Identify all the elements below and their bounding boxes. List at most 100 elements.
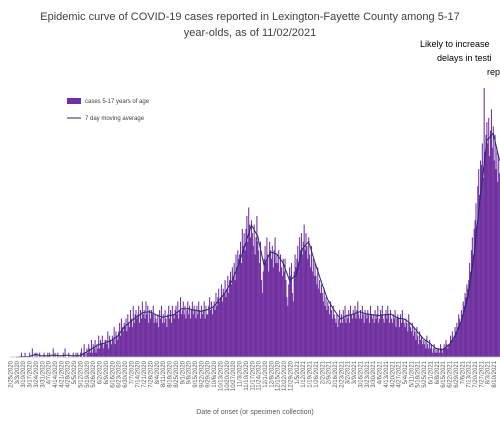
bar <box>103 344 105 357</box>
x-tick-label: 7/7/2020 <box>129 360 135 384</box>
bar <box>147 305 149 357</box>
bar <box>122 331 124 357</box>
bar <box>320 284 322 357</box>
bar <box>238 258 240 357</box>
bar <box>142 314 144 357</box>
bar <box>139 322 141 357</box>
bar <box>399 327 401 357</box>
bar <box>168 305 170 357</box>
bar <box>43 352 45 357</box>
bar <box>351 318 353 357</box>
bar <box>270 250 272 357</box>
bar <box>442 348 444 357</box>
bar <box>285 280 287 357</box>
bar <box>331 318 333 357</box>
bar <box>183 314 185 357</box>
bar <box>31 348 33 357</box>
bar <box>97 348 99 357</box>
bar <box>266 237 268 357</box>
bar <box>280 267 282 357</box>
bar <box>469 263 471 357</box>
bar <box>487 143 489 357</box>
bar <box>170 310 172 357</box>
bar <box>200 318 202 357</box>
bar <box>364 310 366 357</box>
bar <box>250 220 252 357</box>
bar <box>481 143 483 357</box>
bar <box>452 339 454 357</box>
bar <box>417 335 419 357</box>
bar <box>329 314 331 357</box>
bar <box>242 245 244 357</box>
bar <box>407 331 409 357</box>
bar <box>434 352 436 357</box>
bar <box>349 322 351 357</box>
x-tick-label: 7/13/2021 <box>467 360 473 387</box>
bar <box>223 292 225 357</box>
x-tick-label: 1/26/2021 <box>314 360 320 387</box>
x-tick-label: 6/9/2020 <box>104 360 110 384</box>
bar <box>96 344 98 357</box>
bar <box>190 318 192 357</box>
bar <box>29 352 31 357</box>
x-tick-label: 4/7/2020 <box>47 360 53 384</box>
bar <box>366 318 368 357</box>
bar <box>244 250 246 357</box>
bar <box>461 314 463 357</box>
bar <box>423 344 425 357</box>
bar <box>260 241 262 357</box>
bar <box>284 258 286 357</box>
bar <box>208 305 210 357</box>
bar <box>422 339 424 357</box>
bar <box>246 216 248 357</box>
bar <box>343 318 345 357</box>
bar <box>296 258 298 357</box>
bar <box>370 314 372 357</box>
bar <box>324 305 326 357</box>
bar <box>338 318 340 357</box>
x-tick-label: 6/22/2021 <box>448 360 454 387</box>
bar <box>150 318 152 357</box>
x-tick-label: 6/16/2020 <box>110 360 116 387</box>
bar <box>141 301 143 357</box>
bar <box>182 301 184 357</box>
bar <box>194 310 196 357</box>
x-tick-label: 7/28/2020 <box>148 360 154 387</box>
bar <box>95 352 97 357</box>
bar <box>380 310 382 357</box>
bar <box>237 250 239 357</box>
bar <box>213 301 215 357</box>
bar <box>493 160 495 357</box>
bar <box>453 335 455 357</box>
annotation: rep <box>487 67 500 77</box>
bar <box>240 241 242 357</box>
bar <box>304 250 306 357</box>
bar <box>196 305 198 357</box>
bar <box>197 314 199 357</box>
bar <box>416 327 418 357</box>
x-tick-label: 6/15/2021 <box>441 360 447 387</box>
bar <box>425 348 427 357</box>
x-tick-label: 11/3/2020 <box>238 360 244 387</box>
bar <box>268 271 270 357</box>
x-tick-label: 3/9/2021 <box>352 360 358 384</box>
bar <box>80 348 82 357</box>
bar <box>160 305 162 357</box>
bar <box>426 335 428 357</box>
bar <box>482 177 484 357</box>
bar <box>353 314 355 357</box>
bar <box>340 322 342 357</box>
annotation: delays in testi <box>437 53 492 63</box>
x-tick-label: 3/24/2020 <box>34 360 40 387</box>
bar <box>498 156 500 357</box>
bar <box>479 194 481 357</box>
bar <box>356 310 358 357</box>
bar <box>332 305 334 357</box>
bar <box>101 335 103 357</box>
bar <box>400 314 402 357</box>
bar <box>144 318 146 357</box>
bar <box>322 301 324 357</box>
bar <box>494 134 496 357</box>
bar <box>390 310 392 357</box>
bar <box>201 314 203 357</box>
